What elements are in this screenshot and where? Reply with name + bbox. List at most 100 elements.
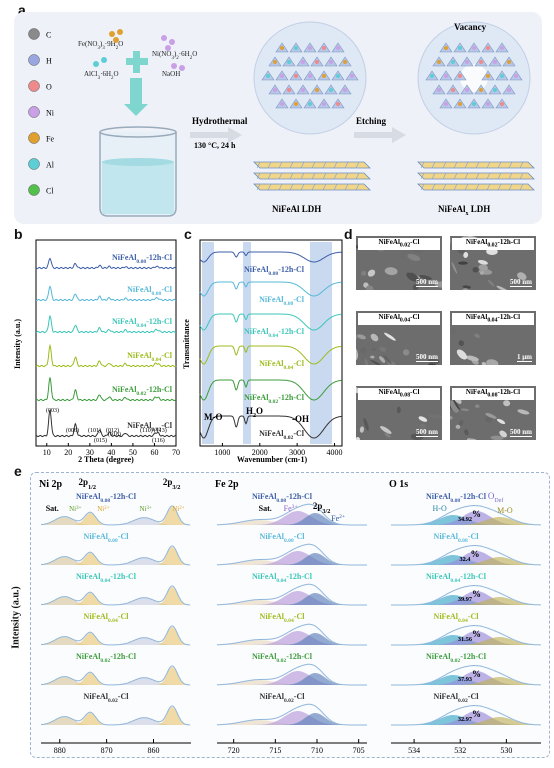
xps-envelope-curve <box>391 625 541 646</box>
xps-x-tick: 710 <box>311 746 323 755</box>
xps-panel: Ni 2p NiFeAl0.08-12h-Cl 2p1/2 2p3/2 Sat. Ni3+… <box>30 472 550 765</box>
fe-2p32-label: 2p3/2 <box>313 501 331 515</box>
xrd-plot: NiFeAl0.08-12h-Cl NiFeAl0.08-Cl NiFeAl0.04… <box>13 239 180 464</box>
xrd-x-tick: 30 <box>86 448 94 457</box>
xps-envelope-curve <box>40 705 191 726</box>
xrd-curve <box>35 314 177 334</box>
atom-o-icon <box>28 80 40 92</box>
o-def-percent: 32.4% <box>459 549 479 563</box>
xps-envelope-curve <box>40 665 191 686</box>
xps-envelope-curve <box>391 505 541 526</box>
atom-legend-label: C <box>46 31 51 40</box>
reagent-ni-nitrate: Ni(NO3)2·6H2O <box>152 50 197 61</box>
atom-legend-label: Fe <box>46 135 54 144</box>
xps-x-tick: 532 <box>454 746 466 755</box>
xps-series-label: NiFeAl0.04-Cl <box>434 612 480 624</box>
o-def-label: ODef <box>488 491 504 504</box>
xrd-peak-index: (006) <box>66 427 79 434</box>
sem-sample-label: NiFeAl0.02-12h-Cl <box>452 238 534 251</box>
xrd-x-tick: 50 <box>129 448 137 457</box>
product-nifealx-ldh: NiFeAlx LDH <box>438 204 490 217</box>
o-def-percent: 32.97% <box>458 709 481 723</box>
xps-x-tick: 534 <box>408 746 420 755</box>
sem-sample-label: NiFeAl0.04-Cl <box>358 313 440 326</box>
ftir-series-label: NiFeAl0.02-12h-Cl <box>244 393 305 405</box>
ftir-x-tick: 4000 <box>327 448 343 457</box>
xps-series-label: NiFeAl0.02-Cl <box>434 692 480 704</box>
xps-envelope-curve <box>40 585 191 606</box>
xrd-peak-index: (116) <box>152 437 165 444</box>
ni-sat-label: Sat. <box>46 504 59 513</box>
atom-fe-icon <box>28 132 40 144</box>
sem-scale-bar: 500 nm <box>416 353 438 362</box>
xrd-x-tick: 10 <box>43 448 51 457</box>
fe3-label: Fe3+ <box>284 504 298 513</box>
xrd-x-tick: 60 <box>150 448 158 457</box>
sem-scale-bar: 1 μm <box>516 353 532 362</box>
sem-image: NiFeAl0.02-Cl 500 nm <box>356 236 442 290</box>
xps-x-tick: 720 <box>228 746 240 755</box>
xps-series-label: NiFeAl0.08-12h-Cl <box>426 492 487 504</box>
atom-al-icon <box>28 158 40 170</box>
atom-legend-label: Cl <box>46 187 54 196</box>
xrd-peak-index: (003) <box>46 407 59 414</box>
ftir-series-label: NiFeAl0.08-Cl <box>259 295 305 307</box>
sem-sample-label: NiFeAl0.04-12h-Cl <box>452 313 534 326</box>
xps-envelope-curve <box>40 545 191 566</box>
ldh-layers <box>253 161 535 191</box>
vacancy-label: Vacancy <box>454 22 487 32</box>
ni3-label: Ni3+ <box>139 505 151 513</box>
panel-label-c: c <box>184 226 192 242</box>
ftir-curve <box>199 281 342 297</box>
ftir-curve <box>199 415 342 439</box>
xrd-curve <box>35 285 177 302</box>
panel-label-b: b <box>14 226 23 242</box>
ni2-label: Ni2+ <box>172 505 184 513</box>
ftir-curve <box>199 345 342 365</box>
ftir-plot: NiFeAl0.08-12h-Cl NiFeAl0.08-Cl NiFeAl0.04… <box>182 239 343 464</box>
fe2-label: Fe2+ <box>331 514 345 523</box>
ni2-label: Ni2+ <box>97 505 109 513</box>
xps-x-axis-label: Binding Energy (eV) <box>257 756 328 757</box>
sem-sample-label: NiFeAl0.08-Cl <box>358 388 440 401</box>
sem-scale-bar: 500 nm <box>416 278 438 287</box>
xps-series-label: NiFeAl0.04-Cl <box>84 612 130 624</box>
xps-o1s-plot: O 1s NiFeAl0.08-12h-Cl 34.92% H-O M-O ODef NiF… <box>389 479 541 765</box>
panel-label-a: a <box>18 2 26 18</box>
sem-image: NiFeAl0.02-12h-Cl 500 nm <box>450 236 536 290</box>
ni3-label: Ni3+ <box>69 505 81 513</box>
xps-panel-title: O 1s <box>389 479 408 490</box>
sem-image: NiFeAl0.04-12h-Cl 1 μm <box>450 311 536 365</box>
xps-envelope-curve <box>391 705 541 726</box>
atom-cl-icon <box>28 184 40 196</box>
atom-ni-icon <box>28 106 40 118</box>
xrd-peak-index: (110) <box>140 427 153 434</box>
xps-series-label: NiFeAl0.08-Cl <box>260 532 306 544</box>
xps-series-label: NiFeAl0.04-Cl <box>260 612 306 624</box>
xrd-curve <box>35 409 177 438</box>
ftir-series-label: NiFeAl0.04-12h-Cl <box>244 327 305 339</box>
xrd-peak-index: (101) <box>88 427 101 434</box>
lattice-structure <box>261 42 523 109</box>
atom-legend-label: Ni <box>46 109 55 118</box>
atom-c-icon <box>28 28 40 40</box>
band-m-o-label: M-O <box>204 412 223 422</box>
xps-series-label: NiFeAl0.04-12h-Cl <box>252 572 313 584</box>
band-h2o-label: H2O <box>246 406 263 419</box>
xps-x-tick: 530 <box>500 746 512 755</box>
sem-sample-label: NiFeAl0.02-Cl <box>358 238 440 251</box>
sem-image: NiFeAl0.08-12h-Cl 500 nm <box>450 386 536 440</box>
xps-series-label: NiFeAl0.08-12h-Cl <box>252 492 313 504</box>
ftir-x-axis-label: Wavenumber (cm-1) <box>237 455 308 464</box>
o-m-o-label: M-O <box>497 506 513 515</box>
reagent-al-chloride: AlCl3·6H2O <box>84 70 119 81</box>
panel-label-e: e <box>14 463 22 479</box>
xps-x-tick: 705 <box>353 746 365 755</box>
xps-envelope-curve <box>391 585 541 606</box>
xps-x-tick: 870 <box>101 746 113 755</box>
xps-series-label: NiFeAl0.02-Cl <box>260 692 306 704</box>
xrd-series-label: NiFeAl0.04-Cl <box>127 351 173 363</box>
down-arrow <box>124 78 148 116</box>
